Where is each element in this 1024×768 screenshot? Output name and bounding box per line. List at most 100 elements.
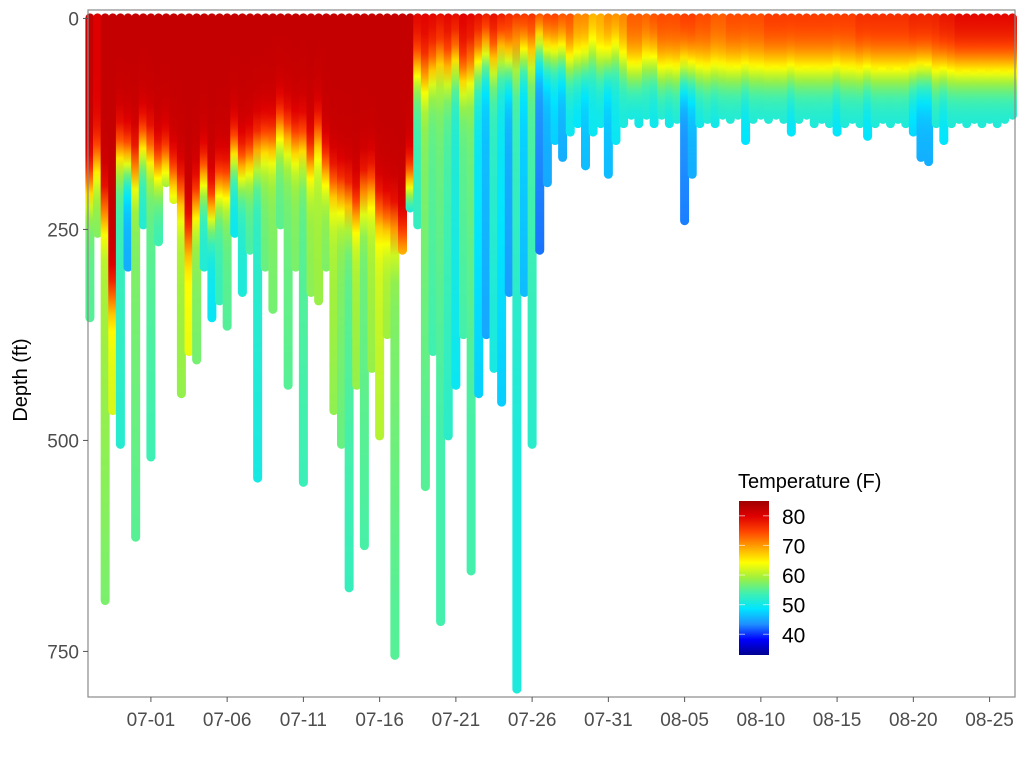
x-tick-label: 07-31	[584, 710, 633, 731]
colorbar	[739, 501, 769, 655]
cast-line	[154, 13, 164, 247]
cast-line	[519, 13, 529, 297]
cast-line	[375, 13, 385, 441]
colorbar-label: 60	[782, 565, 805, 588]
cast-line	[398, 13, 408, 255]
cast-line	[489, 13, 499, 373]
cast-line	[428, 13, 438, 357]
cast-line	[367, 13, 377, 373]
y-tick-label: 750	[47, 642, 79, 663]
cast-line	[146, 13, 156, 462]
cast-line	[1007, 13, 1017, 120]
cast-line	[733, 13, 743, 120]
x-tick-label: 08-10	[737, 710, 786, 731]
cast-line	[664, 13, 674, 129]
cast-line	[184, 13, 194, 357]
cast-line	[535, 13, 545, 255]
cast-line	[939, 13, 949, 146]
cast-line	[626, 13, 636, 120]
y-axis-title: Depth (ft)	[10, 338, 32, 421]
cast-line	[779, 13, 789, 124]
cast-line	[992, 13, 1002, 129]
cast-line	[352, 13, 362, 390]
y-tick-label: 0	[68, 9, 79, 30]
cast-line	[161, 13, 171, 188]
cast-line	[138, 13, 148, 230]
cast-line	[344, 13, 354, 593]
cast-line	[108, 13, 118, 416]
cast-line	[115, 13, 125, 449]
cast-line	[619, 13, 629, 129]
cast-line	[855, 13, 865, 129]
cast-line	[230, 13, 240, 238]
cast-line	[306, 13, 316, 297]
cast-line	[916, 13, 926, 162]
cast-line	[481, 13, 491, 340]
cast-line	[885, 13, 895, 129]
cast-line	[291, 13, 301, 272]
cast-line	[680, 13, 690, 226]
cast-line	[497, 13, 507, 407]
cast-line	[260, 13, 270, 272]
cast-line	[718, 13, 728, 120]
cast-line	[840, 13, 850, 129]
cast-line	[870, 13, 880, 129]
cast-line	[558, 13, 568, 162]
x-tick-label: 08-20	[889, 710, 938, 731]
cast-line	[962, 13, 972, 129]
cast-line	[580, 13, 590, 171]
cast-line	[237, 13, 247, 297]
cast-line	[771, 13, 781, 120]
cast-line	[985, 13, 995, 124]
cast-line	[420, 13, 430, 492]
cast-line	[382, 13, 392, 340]
cast-line	[215, 13, 225, 306]
cast-line	[588, 13, 598, 137]
cast-line	[222, 13, 232, 331]
y-tick-label: 500	[47, 431, 79, 452]
cast-line	[436, 13, 446, 627]
cast-line	[253, 13, 263, 483]
x-tick-label: 07-06	[203, 710, 252, 731]
cast-line	[702, 13, 712, 124]
cast-line	[169, 13, 179, 205]
cast-line	[321, 13, 331, 272]
x-axis: 07-01 07-06 07-11 07-16 07-21 07-26 07-31 08-05…	[127, 697, 1014, 731]
cast-line	[527, 13, 537, 449]
cast-line	[786, 13, 796, 137]
cast-line	[512, 13, 522, 694]
cast-line	[1000, 13, 1010, 124]
legend: Temperature (F) 80 70 60 50 40	[738, 471, 881, 655]
cast-line	[657, 13, 667, 120]
colorbar-label: 40	[782, 624, 805, 647]
cast-line	[199, 13, 209, 272]
y-tick-label: 250	[47, 220, 79, 241]
cast-line	[573, 13, 583, 129]
cast-line	[93, 13, 103, 238]
cast-line	[931, 13, 941, 129]
cast-line	[474, 13, 484, 399]
cast-line	[443, 13, 453, 441]
cast-line	[596, 13, 606, 129]
cast-line	[329, 13, 339, 416]
cast-line	[672, 13, 682, 124]
cast-line	[649, 13, 659, 129]
cast-line	[794, 13, 804, 124]
colorbar-label: 80	[782, 506, 805, 529]
cast-line	[504, 13, 514, 297]
colorbar-label: 70	[782, 535, 805, 558]
cast-line	[878, 13, 888, 124]
cast-line	[901, 13, 911, 129]
cast-line	[603, 13, 613, 179]
cast-line	[969, 13, 979, 124]
plot-border	[87, 9, 1016, 698]
x-tick-label: 08-25	[965, 710, 1014, 731]
cast-line	[459, 13, 469, 340]
cast-line	[245, 13, 255, 255]
cast-line	[954, 13, 964, 124]
cast-line	[451, 13, 461, 390]
cast-line	[268, 13, 278, 314]
cast-line	[413, 13, 423, 230]
cast-line	[283, 13, 293, 390]
